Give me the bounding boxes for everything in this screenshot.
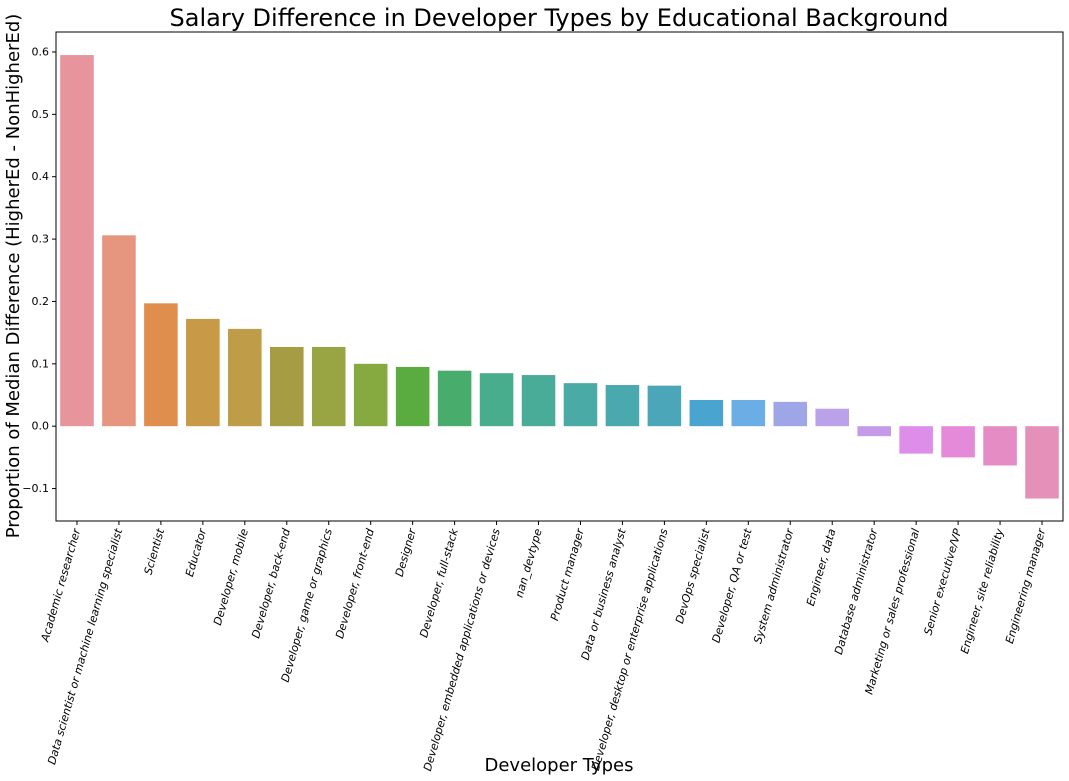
bar-7 (353, 363, 388, 427)
chart-title: Salary Difference in Developer Types by … (170, 4, 949, 32)
x-tick-label-2: Scientist (142, 527, 168, 577)
bar-9 (437, 370, 472, 427)
bar-6 (311, 346, 346, 427)
y-tick-label-2: 0.1 (32, 357, 50, 370)
y-tick-label-7: 0.6 (32, 45, 50, 58)
y-tick-label-6: 0.5 (32, 108, 50, 121)
x-tick-label-21: Senior executive/VP (922, 527, 965, 637)
y-axis-label: Proportion of Median Difference (HigherE… (3, 14, 24, 539)
x-tick-label-4: Developer, mobile (211, 527, 251, 627)
bar-5 (269, 346, 304, 427)
x-tick-label-8: Designer (393, 526, 419, 578)
x-tick-label-9: Developer, full-stack (417, 527, 461, 640)
x-tick-label-16: Developer, QA or test (710, 527, 755, 645)
bars-group (60, 55, 1059, 499)
x-tick-label-14: Developer, desktop or enterprise applica… (589, 527, 671, 772)
x-tick-label-13: Data or business analyst (579, 527, 629, 662)
x-tick-label-12: Product manager (548, 526, 587, 622)
bar-1 (102, 235, 136, 427)
bar-2 (144, 303, 178, 427)
x-tick-label-7: Developer, front-end (333, 526, 377, 640)
bar-18 (815, 408, 850, 427)
x-tick-label-3: Educator (183, 526, 209, 578)
bar-10 (479, 373, 514, 427)
bar-13 (605, 385, 640, 427)
bar-8 (395, 366, 430, 427)
y-tick-label-1: 0.0 (32, 420, 50, 433)
bar-15 (689, 399, 724, 427)
bar-22 (983, 426, 1017, 466)
bar-0 (60, 55, 94, 427)
x-tick-label-18: Engineer, data (804, 527, 839, 607)
bar-3 (186, 318, 220, 427)
y-tick-label-3: 0.2 (32, 295, 50, 308)
x-tick-label-5: Developer, back-end (249, 526, 293, 640)
x-tick-label-22: Engineer, site reliability (958, 527, 1006, 655)
x-tick-label-1: Data scientist or machine learning speci… (45, 527, 125, 767)
bar-4 (228, 328, 262, 427)
y-tick-label-5: 0.4 (32, 170, 50, 183)
x-tick-label-15: DevOps specialist (673, 527, 713, 626)
y-tick-label-4: 0.3 (32, 233, 50, 246)
bar-19 (857, 426, 891, 437)
x-tick-label-11: nan_devtype (513, 527, 545, 599)
y-tick-label-0: −0.1 (22, 482, 49, 495)
bar-20 (899, 426, 933, 454)
plot-frame (55, 31, 1064, 522)
x-tick-label-23: Engineering manager (1003, 526, 1049, 645)
bar-14 (647, 385, 682, 427)
y-axis: −0.1 0.0 0.1 0.2 0.3 0.4 0.5 0.6 (22, 45, 56, 495)
x-tick-label-10: Developer, embedded applications or devi… (421, 527, 503, 773)
bar-21 (941, 426, 975, 458)
bar-11 (521, 375, 556, 427)
bar-12 (563, 383, 598, 427)
x-axis-label: Developer Types (484, 755, 633, 776)
x-tick-label-19: Database administrator (832, 526, 881, 656)
x-tick-label-17: System administrator (751, 526, 797, 645)
bar-17 (773, 401, 808, 427)
x-tick-label-0: Academic researcher (38, 526, 83, 644)
bar-23 (1025, 426, 1059, 499)
bar-16 (731, 399, 766, 427)
